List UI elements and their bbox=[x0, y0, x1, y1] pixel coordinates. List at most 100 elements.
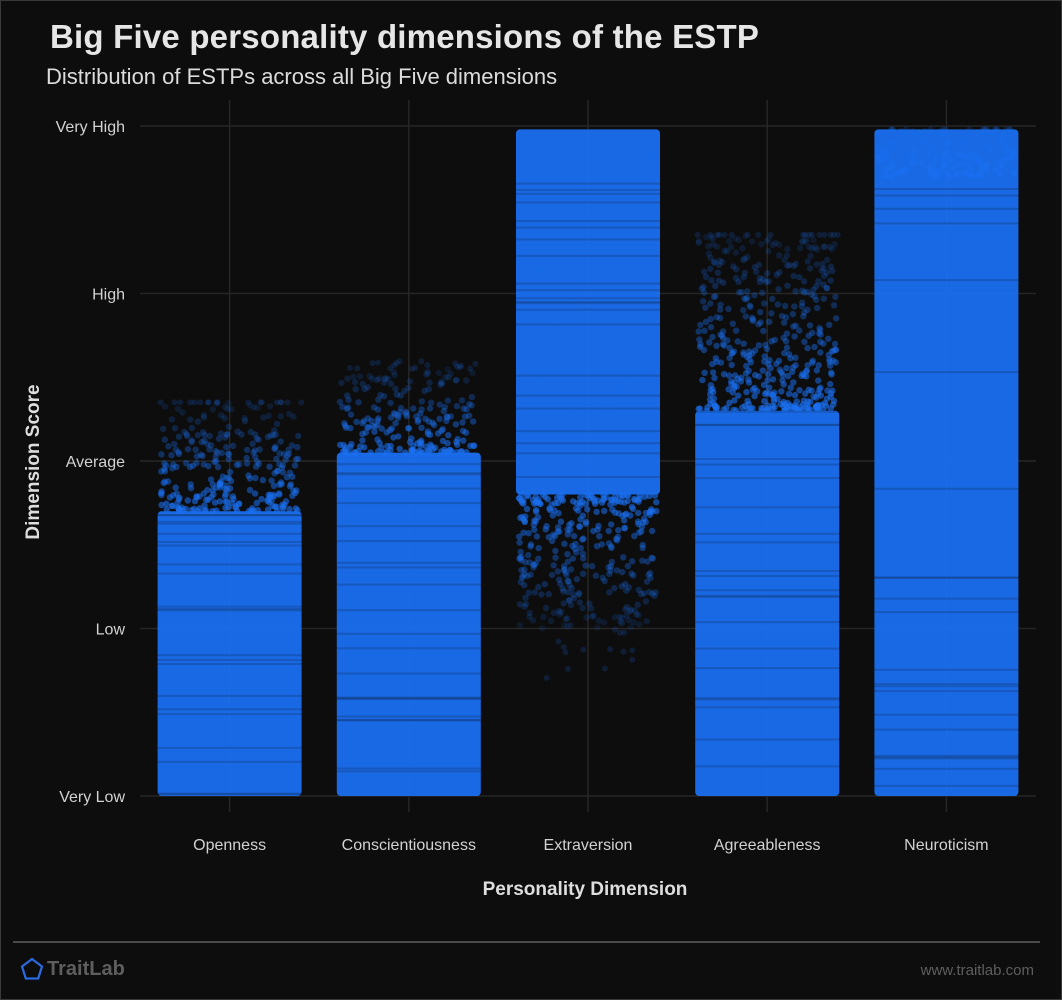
data-point bbox=[801, 309, 808, 316]
data-point bbox=[552, 547, 559, 555]
data-point bbox=[999, 131, 1007, 138]
data-point bbox=[806, 265, 814, 272]
outlier-point bbox=[994, 126, 1000, 133]
band-texture bbox=[516, 308, 660, 311]
data-point bbox=[743, 353, 751, 361]
brand-logo[interactable]: TraitLab bbox=[20, 957, 125, 981]
data-point bbox=[260, 414, 267, 421]
outlier-point bbox=[694, 231, 701, 238]
data-point bbox=[589, 613, 596, 620]
outlier-point bbox=[888, 126, 895, 133]
x-tick-label: Openness bbox=[193, 837, 266, 854]
data-point bbox=[394, 412, 402, 419]
data-point bbox=[611, 584, 618, 592]
data-point bbox=[814, 246, 821, 253]
data-point bbox=[209, 481, 216, 488]
data-point bbox=[275, 490, 283, 497]
data-point bbox=[564, 531, 571, 538]
data-point bbox=[612, 493, 619, 500]
data-point bbox=[193, 453, 201, 460]
data-point bbox=[463, 377, 470, 384]
data-point bbox=[800, 278, 808, 285]
data-point bbox=[769, 241, 776, 249]
data-point bbox=[832, 315, 840, 322]
data-point bbox=[175, 433, 183, 440]
data-point bbox=[345, 396, 352, 404]
data-point bbox=[725, 237, 733, 245]
data-point bbox=[648, 527, 656, 535]
data-point bbox=[227, 477, 235, 485]
data-point bbox=[719, 328, 727, 335]
data-point bbox=[579, 550, 587, 558]
band-texture bbox=[695, 589, 840, 592]
data-point bbox=[820, 340, 827, 347]
data-point bbox=[733, 266, 740, 273]
data-point bbox=[732, 327, 740, 334]
footer-url[interactable]: www.traitlab.com bbox=[920, 962, 1034, 979]
data-point bbox=[188, 438, 195, 446]
data-point bbox=[820, 243, 827, 250]
outlier-point bbox=[620, 648, 627, 655]
outlier-point bbox=[214, 399, 221, 406]
band-texture bbox=[874, 576, 1019, 579]
data-point bbox=[974, 154, 981, 161]
data-point bbox=[405, 425, 413, 432]
outlier-point bbox=[830, 231, 837, 238]
data-point bbox=[559, 585, 566, 592]
data-point bbox=[953, 171, 960, 179]
data-point bbox=[362, 429, 369, 436]
data-point bbox=[436, 415, 443, 422]
data-point bbox=[163, 500, 170, 507]
data-point bbox=[216, 484, 224, 491]
data-point bbox=[284, 452, 291, 459]
data-point bbox=[813, 403, 820, 410]
data-point bbox=[408, 435, 415, 442]
data-point bbox=[820, 265, 827, 272]
data-point bbox=[624, 492, 632, 499]
data-point bbox=[829, 357, 837, 364]
data-point bbox=[165, 443, 172, 450]
outlier-point bbox=[601, 665, 608, 672]
data-point bbox=[251, 447, 259, 454]
data-point bbox=[730, 406, 737, 414]
data-point bbox=[875, 152, 883, 159]
data-point bbox=[292, 456, 300, 463]
band-texture bbox=[157, 659, 302, 661]
data-point bbox=[613, 535, 620, 543]
data-point bbox=[438, 427, 445, 435]
data-point bbox=[531, 589, 538, 596]
data-point bbox=[418, 424, 425, 431]
data-point bbox=[255, 436, 262, 443]
data-point bbox=[223, 431, 230, 438]
data-point bbox=[776, 269, 783, 276]
data-point bbox=[540, 613, 547, 621]
data-point bbox=[621, 525, 628, 532]
data-point bbox=[390, 434, 397, 441]
data-point bbox=[784, 372, 792, 380]
data-point bbox=[798, 237, 806, 245]
data-point bbox=[405, 384, 412, 392]
data-point bbox=[569, 542, 576, 549]
data-point bbox=[756, 274, 763, 282]
data-point bbox=[908, 160, 916, 167]
data-point bbox=[252, 453, 259, 461]
data-point bbox=[884, 153, 892, 160]
data-point bbox=[997, 162, 1005, 169]
data-point bbox=[402, 408, 410, 415]
data-point bbox=[375, 396, 382, 403]
outlier-point bbox=[939, 126, 946, 133]
data-point bbox=[426, 379, 433, 386]
data-point bbox=[541, 581, 548, 588]
dense-band bbox=[695, 410, 840, 796]
data-point bbox=[765, 370, 772, 378]
data-point bbox=[447, 413, 454, 420]
data-point bbox=[765, 235, 772, 243]
data-point bbox=[435, 369, 442, 377]
data-point bbox=[702, 318, 710, 326]
data-point bbox=[282, 456, 289, 464]
data-point bbox=[572, 540, 579, 548]
y-axis-title: Dimension Score bbox=[23, 384, 44, 539]
data-point bbox=[700, 289, 708, 296]
data-point bbox=[769, 376, 777, 383]
band-texture bbox=[516, 374, 660, 377]
